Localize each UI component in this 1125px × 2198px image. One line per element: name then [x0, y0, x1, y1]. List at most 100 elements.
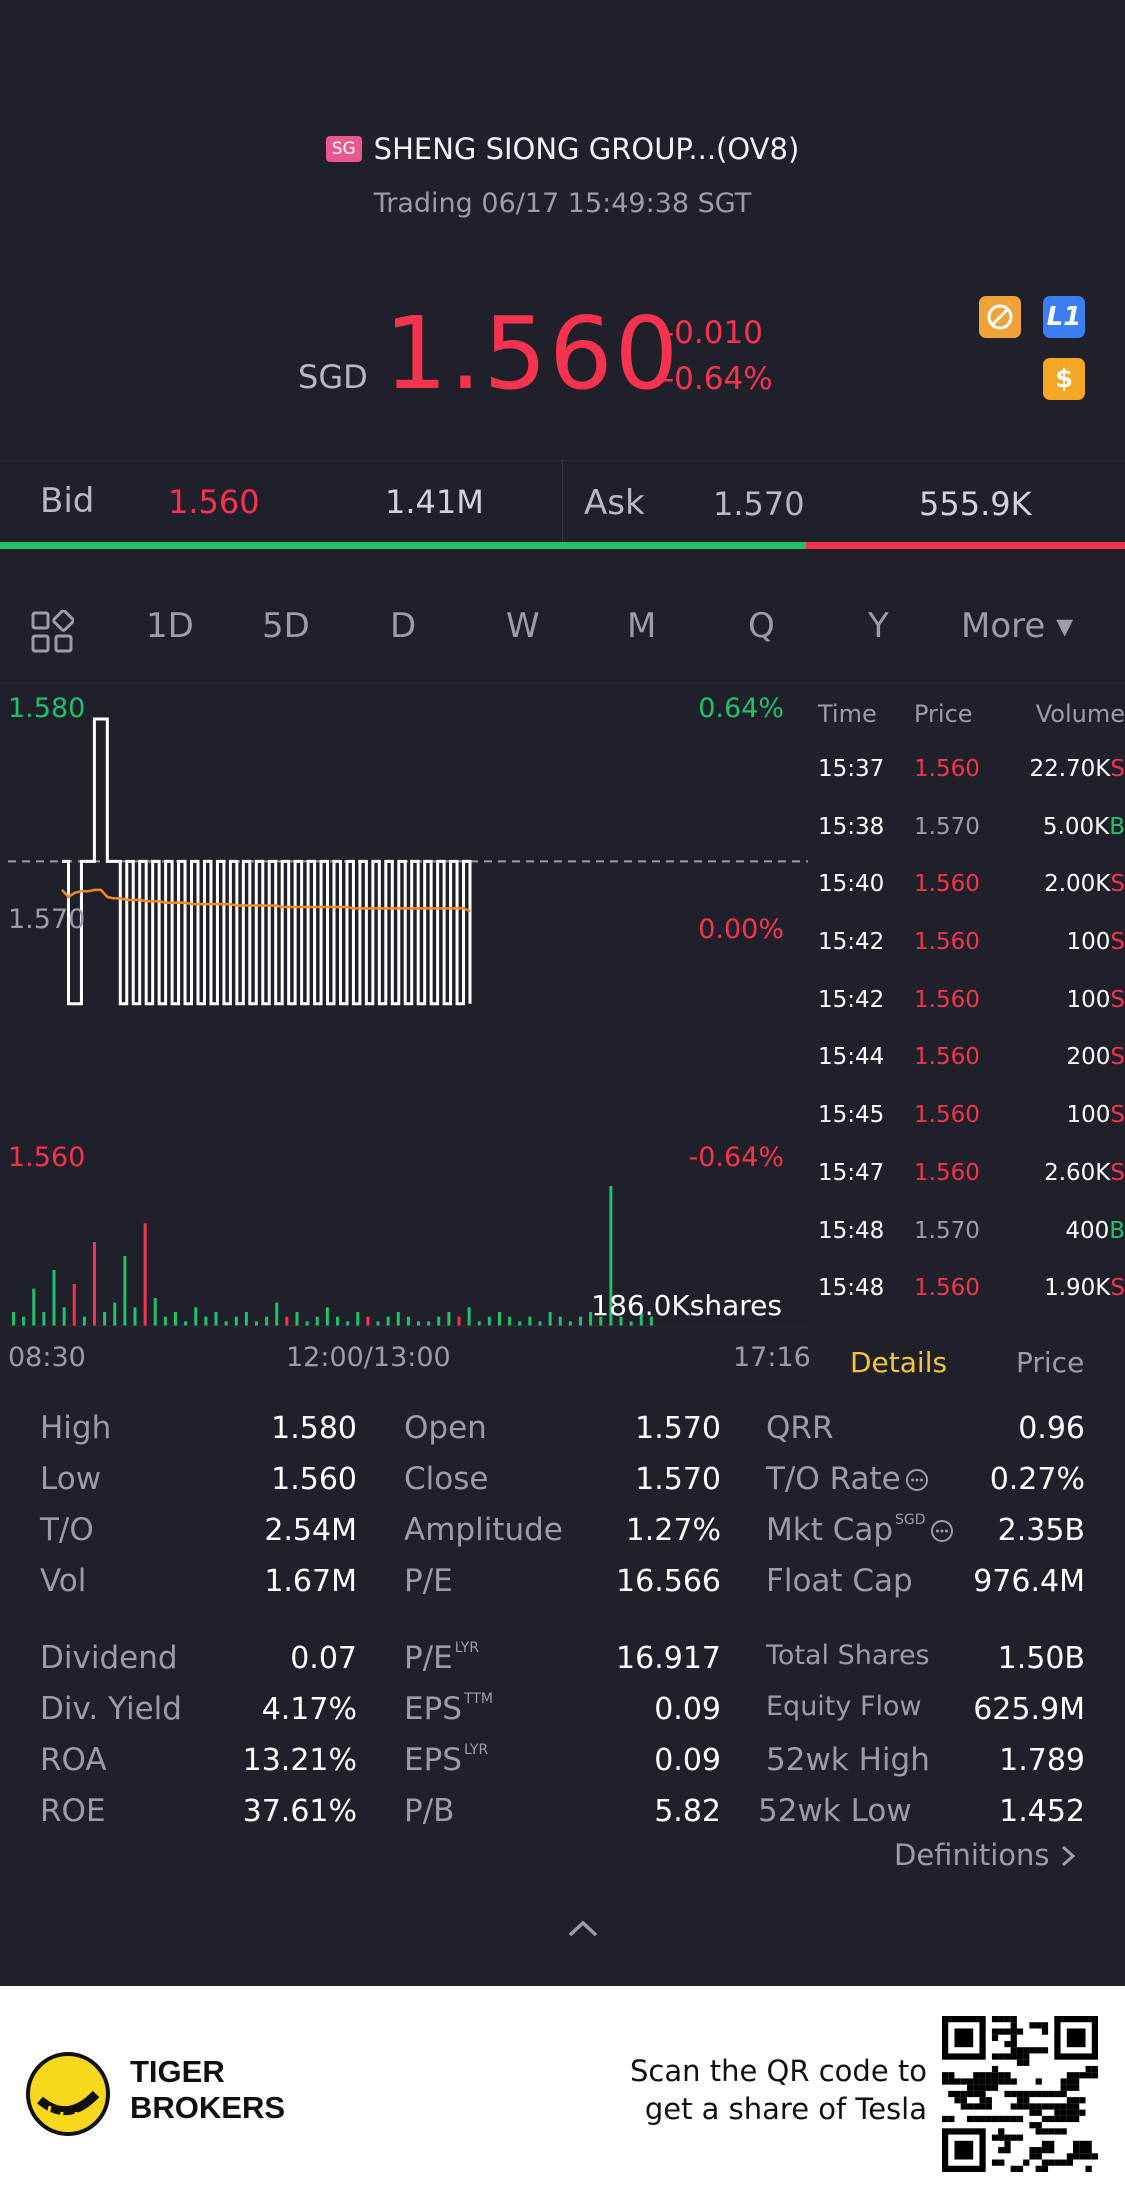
tab-w[interactable]: W	[506, 606, 540, 646]
tab-5d[interactable]: 5D	[262, 606, 310, 646]
qr-module	[1041, 2165, 1049, 2172]
tiger-logo-icon	[24, 2050, 112, 2142]
qr-module	[960, 2090, 967, 2098]
qr-module	[1073, 2147, 1080, 2154]
volume-bar	[579, 1316, 582, 1326]
info-icon[interactable]	[926, 1512, 954, 1548]
trade-volume-value: 1.90K	[1044, 1275, 1111, 1302]
qr-module	[1079, 2153, 1086, 2160]
qr-module	[948, 2078, 955, 2085]
tab-details[interactable]: Details	[850, 1346, 948, 1379]
qr-module	[991, 2159, 999, 2166]
volume-bar	[275, 1302, 279, 1326]
volume-bar	[93, 1242, 96, 1326]
trade-time: 15:48	[818, 1217, 885, 1244]
qr-module	[1085, 2147, 1092, 2154]
qr-module	[1004, 2134, 1011, 2141]
qr-module	[1048, 2140, 1055, 2148]
qr-module	[1079, 2140, 1086, 2148]
change-percent: -0.64%	[663, 361, 773, 397]
detail-label-superscript: LYR	[454, 1640, 479, 1656]
qr-module	[1029, 2122, 1036, 2129]
qr-module	[1016, 2047, 1024, 2054]
volume-bar	[609, 1186, 613, 1326]
trade-row: 15:42 1.560 100S	[818, 987, 1125, 1045]
trade-time: 15:48	[818, 1275, 885, 1302]
qr-module	[1016, 2103, 1024, 2110]
trade-ticker[interactable]: Time Price Volume 15:37 1.560 22.70KS 15:38…	[818, 700, 1125, 1333]
bid-ask-bar[interactable]: Bid 1.560 1.41M Ask 1.570 555.9K	[0, 460, 1125, 542]
qr-module	[1091, 2153, 1098, 2160]
volume-bar	[376, 1321, 380, 1326]
qr-module	[1010, 2028, 1017, 2035]
qr-module	[948, 2072, 955, 2079]
detail-value: 1.580	[271, 1411, 357, 1446]
tab-more[interactable]: More ▾	[961, 606, 1074, 646]
tab-m[interactable]: M	[627, 606, 657, 646]
qr-module	[1035, 2103, 1042, 2110]
qr-module	[1016, 2134, 1024, 2141]
detail-value: 5.82	[654, 1794, 721, 1829]
bid-price: 1.560	[168, 483, 260, 521]
chart-layout-icon[interactable]	[30, 609, 75, 658]
dollar-icon[interactable]: $	[1043, 358, 1085, 400]
qr-module	[1041, 2103, 1049, 2110]
qr-module	[991, 2028, 999, 2035]
trade-price: 1.560	[914, 1102, 980, 1129]
trade-volume: 2.00KS	[1044, 871, 1125, 897]
detail-label: 52wk High	[766, 1742, 930, 1778]
detail-label: P/B	[404, 1793, 455, 1829]
no-short-icon[interactable]	[979, 296, 1021, 338]
qr-module	[1035, 2147, 1042, 2154]
volume-bar	[437, 1316, 441, 1326]
promo-line-2: get a share of Tesla	[644, 2092, 927, 2126]
qr-module	[1066, 2153, 1074, 2160]
qr-module	[991, 2034, 999, 2041]
detail-label: 52wk Low	[758, 1793, 912, 1829]
qr-module	[942, 2072, 949, 2079]
volume-bar	[52, 1270, 56, 1326]
trade-row: 15:37 1.560 22.70KS	[818, 756, 1125, 814]
trade-price: 1.560	[914, 986, 980, 1013]
pct-ref-label: 0.00%	[698, 914, 784, 945]
volume-label: 186.0Kshares	[591, 1289, 782, 1322]
qr-module	[1016, 2028, 1024, 2035]
volume-bar	[163, 1316, 167, 1326]
definitions-link[interactable]: Definitions	[894, 1838, 1077, 1872]
info-icon[interactable]	[901, 1461, 929, 1497]
qr-module	[1066, 2084, 1074, 2091]
tab-price[interactable]: Price	[1016, 1346, 1085, 1379]
qr-module	[942, 2115, 949, 2123]
volume-bar	[214, 1312, 218, 1326]
qr-module	[1016, 2053, 1024, 2060]
qr-module	[991, 2084, 999, 2091]
volume-bar	[518, 1321, 522, 1326]
volume-bar	[548, 1312, 552, 1326]
tab-d[interactable]: D	[390, 606, 417, 646]
volume-bar	[639, 1312, 643, 1326]
volume-bar	[538, 1321, 542, 1326]
tab-q[interactable]: Q	[748, 606, 775, 646]
detail-label: High	[40, 1410, 112, 1446]
detail-label: Vol	[40, 1563, 87, 1599]
qr-module	[1048, 2103, 1055, 2110]
volume-bar	[477, 1321, 481, 1326]
level1-icon[interactable]: L1	[1043, 296, 1085, 338]
intraday-chart[interactable]: 1.580 1.570 1.560 0.64% 0.00% -0.64% 186…	[0, 684, 812, 1344]
collapse-chevron-icon[interactable]	[566, 1917, 600, 1943]
detail-value: 13.21%	[242, 1743, 357, 1778]
detail-value: 625.9M	[973, 1692, 1085, 1727]
tab-y[interactable]: Y	[868, 606, 889, 646]
detail-label: Mkt Cap SGD	[766, 1512, 954, 1548]
volume-bar	[589, 1312, 593, 1326]
detail-label: Close	[404, 1461, 489, 1497]
timeframe-tabs: 1D 5D D W M Q Y More ▾	[0, 588, 1125, 684]
volume-bar	[285, 1316, 289, 1326]
qr-module	[942, 2078, 949, 2085]
volume-bar	[72, 1284, 76, 1326]
market-badge: SG	[325, 136, 362, 162]
qr-module	[1079, 2109, 1086, 2116]
trade-price: 1.560	[914, 1159, 980, 1186]
volume-bar	[427, 1321, 431, 1326]
tab-1d[interactable]: 1D	[146, 606, 194, 646]
